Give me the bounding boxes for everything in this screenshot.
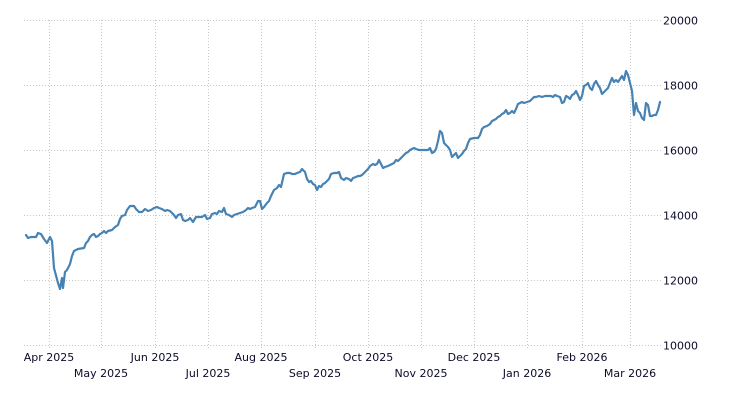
y-tick-label: 12000 bbox=[663, 275, 698, 288]
x-tick-label: Feb 2026 bbox=[557, 351, 608, 364]
x-tick-label: Dec 2025 bbox=[448, 351, 501, 364]
x-tick-label: Oct 2025 bbox=[343, 351, 394, 364]
x-tick-label: May 2025 bbox=[74, 367, 128, 380]
x-tick-label: Nov 2025 bbox=[395, 367, 448, 380]
y-tick-label: 10000 bbox=[663, 340, 698, 353]
y-axis-tick-labels: 10000 12000 14000 16000 18000 20000 bbox=[663, 15, 698, 353]
x-tick-label: Jul 2025 bbox=[185, 367, 231, 380]
x-tick-label: Sep 2025 bbox=[289, 367, 341, 380]
y-tick-label: 20000 bbox=[663, 15, 698, 28]
series-line bbox=[24, 69, 662, 291]
y-tick-label: 16000 bbox=[663, 145, 698, 158]
x-tick-label: Jun 2025 bbox=[130, 351, 180, 364]
y-tick-label: 14000 bbox=[663, 210, 698, 223]
vertical-gridlines bbox=[49, 20, 631, 349]
x-tick-label: Mar 2026 bbox=[604, 367, 656, 380]
y-tick-label: 18000 bbox=[663, 80, 698, 93]
horizontal-gridlines bbox=[24, 20, 661, 346]
x-tick-label: Apr 2025 bbox=[24, 351, 75, 364]
x-tick-label: Aug 2025 bbox=[235, 351, 288, 364]
x-tick-label: Jan 2026 bbox=[502, 367, 551, 380]
